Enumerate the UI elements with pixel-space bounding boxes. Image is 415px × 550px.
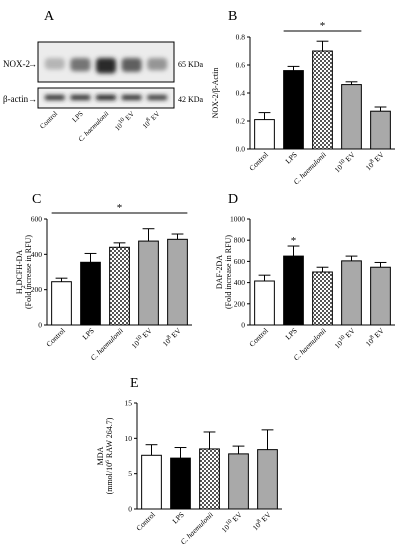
bar xyxy=(141,454,162,510)
x-tick-label: 1010 EV xyxy=(333,150,358,175)
bar xyxy=(370,266,391,326)
nox2-band xyxy=(121,58,142,72)
y-axis-label-secondary: (mmol/106 RAW 264.7) xyxy=(105,417,114,494)
x-tick-label: LPS xyxy=(170,510,186,526)
y-tick-label: 200 xyxy=(31,285,43,294)
blot-size-nox2: 65 KDa xyxy=(178,60,204,69)
panel-letter-d: D xyxy=(228,192,238,207)
y-tick-label: 5 xyxy=(128,469,132,478)
y-axis-label: DAF-2DA xyxy=(215,255,224,289)
significance-star: * xyxy=(291,235,297,247)
x-tick-label: 108 EV xyxy=(364,326,387,349)
bar xyxy=(254,280,275,326)
x-tick-label: Control xyxy=(247,150,270,173)
x-tick-label: 1010 EV xyxy=(220,510,245,535)
nox2-band xyxy=(70,58,91,72)
blot-label-actin: β-actin xyxy=(3,94,29,104)
y-axis-label: NOX-2/β-Actin xyxy=(211,68,220,119)
x-tick-label: Control xyxy=(134,510,157,533)
y-tick-label: 400 xyxy=(234,278,246,287)
bar xyxy=(312,50,333,150)
blot-label-nox2: NOX-2 xyxy=(3,59,30,69)
y-axis-label-secondary: (Fold increase in RFU) xyxy=(224,235,233,309)
panel-letter-e: E xyxy=(130,376,139,391)
bar xyxy=(199,448,220,510)
y-tick-label: 200 xyxy=(234,299,246,308)
bar xyxy=(283,255,304,326)
y-tick-label: 600 xyxy=(234,257,246,266)
bar xyxy=(257,449,278,510)
x-tick-label: LPS xyxy=(283,326,299,342)
chart-panel-c: 0 200 400 600 H2DCFH-DA (Fold increase in RFU… xyxy=(15,202,192,362)
y-tick-label: 10 xyxy=(125,434,133,443)
western-blot-panel: NOX-2 → β-actin → 65 KDa 42 KDa Control L… xyxy=(3,41,204,144)
actin-band xyxy=(96,95,116,100)
y-tick-label: 0 xyxy=(38,321,42,330)
y-tick-label: 1000 xyxy=(230,215,245,224)
nox2-band xyxy=(44,58,65,70)
bar xyxy=(138,240,159,326)
x-tick-label: 108 EV xyxy=(364,150,387,173)
bar xyxy=(341,260,362,326)
bar xyxy=(370,110,391,150)
significance-star: * xyxy=(117,202,123,214)
chart-panel-d: 0 200 400 600 800 1000 DAF-2DA (Fold increase i… xyxy=(215,215,395,362)
blot-arrow-actin: → xyxy=(28,94,37,104)
x-tick-label: 108 EV xyxy=(251,510,274,533)
x-tick-label: 108 EV xyxy=(161,326,184,349)
y-tick-label: 0.2 xyxy=(236,117,246,126)
y-tick-label: 0 xyxy=(128,505,132,514)
x-tick-label: Control xyxy=(247,326,270,349)
blot-lane-label: 1010 EV xyxy=(113,109,136,132)
y-axis-label-secondary: (Fold increase in RFU) xyxy=(24,235,33,309)
actin-band xyxy=(44,95,65,100)
significance-star: * xyxy=(320,20,326,32)
bar xyxy=(80,261,101,326)
y-tick-label: 0.6 xyxy=(236,61,246,70)
y-tick-label: 0.8 xyxy=(236,33,246,42)
bar xyxy=(109,246,130,326)
bar xyxy=(312,271,333,326)
panel-letter-a: A xyxy=(44,9,55,24)
y-tick-label: 800 xyxy=(234,236,246,245)
y-tick-label: 0.4 xyxy=(236,89,246,98)
blot-lane-label: 108 EV xyxy=(140,109,161,130)
blot-lane-label: Control xyxy=(38,110,59,131)
nox2-band xyxy=(96,58,116,74)
y-tick-label: 15 xyxy=(125,399,133,408)
bar xyxy=(228,453,249,510)
blot-lane-label: LPS xyxy=(71,110,85,124)
actin-band xyxy=(121,95,142,100)
bar xyxy=(283,70,304,150)
panel-letter-b: B xyxy=(228,9,237,24)
panel-letter-c: C xyxy=(32,192,41,207)
x-tick-label: Control xyxy=(44,326,67,349)
x-tick-label: 1010 EV xyxy=(130,326,155,351)
actin-band xyxy=(147,95,168,100)
y-axis-label: MDA xyxy=(96,446,105,465)
bar xyxy=(341,84,362,150)
y-axis-label: H2DCFH-DA xyxy=(15,250,27,295)
blot-size-actin: 42 KDa xyxy=(178,95,204,104)
y-tick-label: 400 xyxy=(31,250,43,259)
y-tick-label: 0.0 xyxy=(236,145,246,154)
bar xyxy=(170,457,191,510)
nox2-bands xyxy=(44,58,168,74)
bar xyxy=(167,238,188,326)
actin-band xyxy=(70,95,91,100)
x-tick-label: LPS xyxy=(80,326,96,342)
y-tick-label: 600 xyxy=(31,215,43,224)
bar xyxy=(254,119,275,150)
x-tick-label: LPS xyxy=(283,150,299,166)
actin-bands xyxy=(44,95,168,100)
blot-arrow-nox2: → xyxy=(28,59,37,69)
bar xyxy=(51,281,72,326)
x-tick-label: 1010 EV xyxy=(333,326,358,351)
nox2-band xyxy=(147,58,168,71)
y-tick-label: 0 xyxy=(241,321,245,330)
